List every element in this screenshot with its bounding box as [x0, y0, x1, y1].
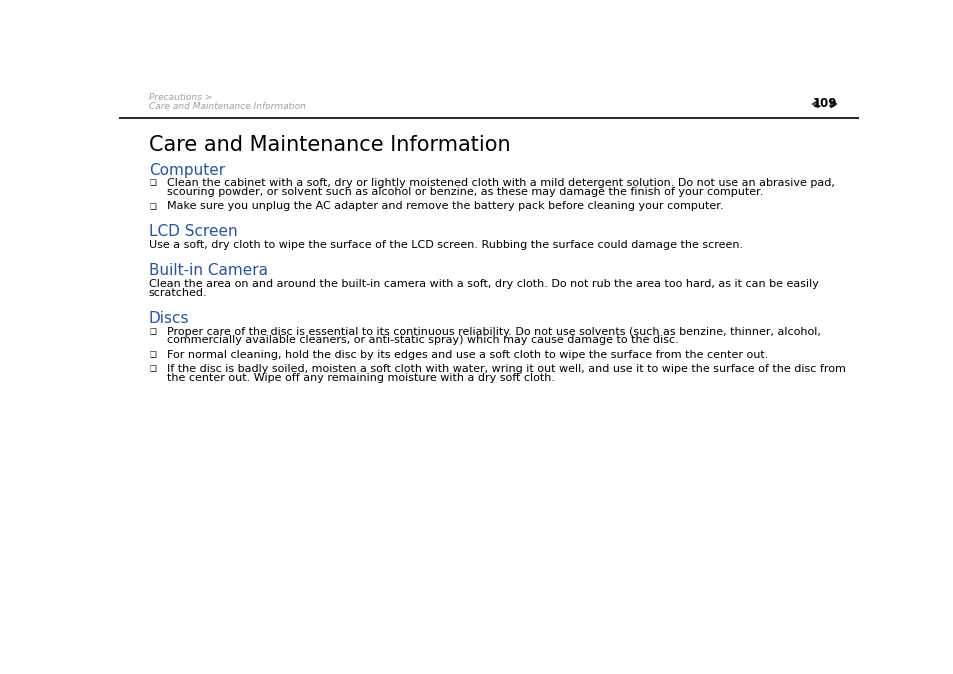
- Text: Care and Maintenance Information: Care and Maintenance Information: [149, 135, 510, 155]
- Text: Proper care of the disc is essential to its continuous reliability. Do not use s: Proper care of the disc is essential to …: [167, 326, 821, 336]
- Text: Clean the cabinet with a soft, dry or lightly moistened cloth with a mild deterg: Clean the cabinet with a soft, dry or li…: [167, 178, 834, 188]
- Text: scratched.: scratched.: [149, 288, 207, 298]
- Text: ❑: ❑: [149, 328, 156, 336]
- Text: Computer: Computer: [149, 162, 225, 177]
- Text: the center out. Wipe off any remaining moisture with a dry soft cloth.: the center out. Wipe off any remaining m…: [167, 373, 555, 383]
- Text: ❑: ❑: [149, 350, 156, 359]
- Text: Precautions >: Precautions >: [149, 93, 212, 102]
- Text: Clean the area on and around the built-in camera with a soft, dry cloth. Do not : Clean the area on and around the built-i…: [149, 279, 818, 288]
- Text: If the disc is badly soiled, moisten a soft cloth with water, wring it out well,: If the disc is badly soiled, moisten a s…: [167, 364, 845, 374]
- Text: Discs: Discs: [149, 311, 189, 326]
- Text: commercially available cleaners, or anti-static spray) which may cause damage to: commercially available cleaners, or anti…: [167, 336, 679, 345]
- Text: Make sure you unplug the AC adapter and remove the battery pack before cleaning : Make sure you unplug the AC adapter and …: [167, 201, 723, 211]
- Text: ❑: ❑: [149, 179, 156, 187]
- Text: ❑: ❑: [149, 202, 156, 211]
- Text: LCD Screen: LCD Screen: [149, 224, 237, 239]
- Polygon shape: [830, 100, 836, 108]
- Text: Care and Maintenance Information: Care and Maintenance Information: [149, 102, 305, 111]
- Text: 109: 109: [811, 98, 836, 111]
- Text: Use a soft, dry cloth to wipe the surface of the LCD screen. Rubbing the surface: Use a soft, dry cloth to wipe the surfac…: [149, 240, 742, 250]
- Text: For normal cleaning, hold the disc by its edges and use a soft cloth to wipe the: For normal cleaning, hold the disc by it…: [167, 350, 768, 360]
- Text: ❑: ❑: [149, 365, 156, 373]
- Text: Built-in Camera: Built-in Camera: [149, 264, 268, 278]
- Polygon shape: [811, 100, 818, 108]
- Text: scouring powder, or solvent such as alcohol or benzine, as these may damage the : scouring powder, or solvent such as alco…: [167, 187, 762, 197]
